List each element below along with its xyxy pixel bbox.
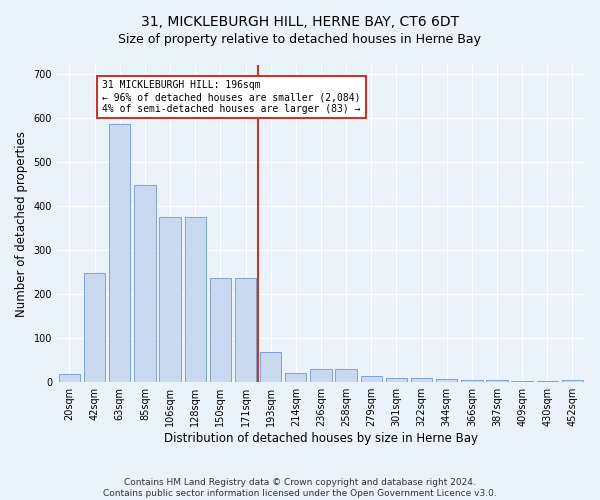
Bar: [511, 381, 533, 382]
Text: Size of property relative to detached houses in Herne Bay: Size of property relative to detached ho…: [119, 32, 482, 46]
Bar: [461, 380, 482, 382]
Bar: [335, 369, 357, 382]
Bar: [84, 273, 106, 382]
X-axis label: Distribution of detached houses by size in Herne Bay: Distribution of detached houses by size …: [164, 432, 478, 445]
Y-axis label: Number of detached properties: Number of detached properties: [15, 130, 28, 316]
Bar: [59, 374, 80, 382]
Bar: [486, 380, 508, 382]
Bar: [411, 378, 432, 382]
Bar: [185, 217, 206, 382]
Bar: [209, 278, 231, 382]
Bar: [361, 376, 382, 382]
Bar: [562, 380, 583, 382]
Text: Contains HM Land Registry data © Crown copyright and database right 2024.
Contai: Contains HM Land Registry data © Crown c…: [103, 478, 497, 498]
Bar: [160, 217, 181, 382]
Bar: [285, 374, 307, 382]
Bar: [235, 278, 256, 382]
Text: 31, MICKLEBURGH HILL, HERNE BAY, CT6 6DT: 31, MICKLEBURGH HILL, HERNE BAY, CT6 6DT: [141, 15, 459, 29]
Bar: [134, 185, 155, 382]
Bar: [260, 352, 281, 382]
Text: 31 MICKLEBURGH HILL: 196sqm
← 96% of detached houses are smaller (2,084)
4% of s: 31 MICKLEBURGH HILL: 196sqm ← 96% of det…: [102, 80, 361, 114]
Bar: [436, 378, 457, 382]
Bar: [386, 378, 407, 382]
Bar: [109, 124, 130, 382]
Bar: [310, 369, 332, 382]
